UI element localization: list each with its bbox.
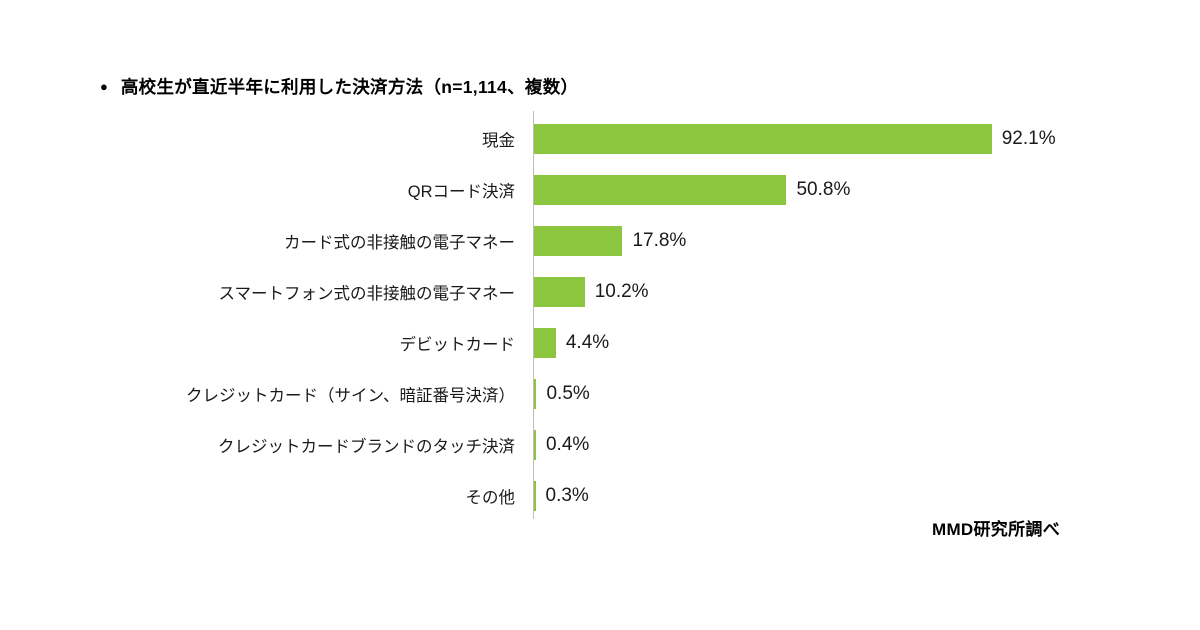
bar [534,480,536,511]
value-label: 0.5% [546,382,590,404]
category-label: スマートフォン式の非接触の電子マネー [218,284,515,303]
bar-row: その他 0.3% [0,470,1200,521]
category-label: 現金 [482,131,515,150]
bar-row: QRコード決済 50.8% [0,164,1200,215]
bullet-icon: ● [100,79,108,94]
value-label: 4.4% [565,331,610,353]
category-label: クレジットカード（サイン、暗証番号決済） [185,386,515,405]
bar-row: スマートフォン式の非接触の電子マネー 10.2% [0,266,1200,317]
value-label: 92.1% [1001,127,1056,149]
value-label: 10.2% [594,280,649,302]
category-label: カード式の非接触の電子マネー [284,233,515,252]
source-credit: MMD研究所調べ [932,520,1060,539]
chart-title: 高校生が直近半年に利用した決済方法（n=1,114、複数） [120,77,579,97]
plot-area: 現金 92.1% QRコード決済 50.8% カード式の非接触の電子マネー 17… [0,111,1200,521]
bar [534,174,787,205]
bar [534,327,556,358]
bar-row: デビットカード 4.4% [0,317,1200,368]
chart-title-row: ● 高校生が直近半年に利用した決済方法（n=1,114、複数） [100,74,578,99]
value-label: 17.8% [632,229,687,251]
bar-row: カード式の非接触の電子マネー 17.8% [0,215,1200,266]
value-label: 0.4% [545,433,590,455]
value-label: 0.3% [545,484,589,506]
bar [534,123,992,154]
bar [534,276,585,307]
category-label: その他 [465,488,516,507]
bar-row: 現金 92.1% [0,113,1200,164]
bars-container: 現金 92.1% QRコード決済 50.8% カード式の非接触の電子マネー 17… [0,113,1200,521]
category-label: デビットカード [399,335,516,354]
bar-row: クレジットカード（サイン、暗証番号決済） 0.5% [0,368,1200,419]
bar [534,225,623,256]
category-label: クレジットカードブランドのタッチ決済 [218,437,515,456]
bar [534,378,537,409]
value-label: 50.8% [796,178,851,200]
y-axis-line [533,111,534,519]
bar-row: クレジットカードブランドのタッチ決済 0.4% [0,419,1200,470]
bar [534,429,536,460]
category-label: QRコード決済 [407,182,515,201]
